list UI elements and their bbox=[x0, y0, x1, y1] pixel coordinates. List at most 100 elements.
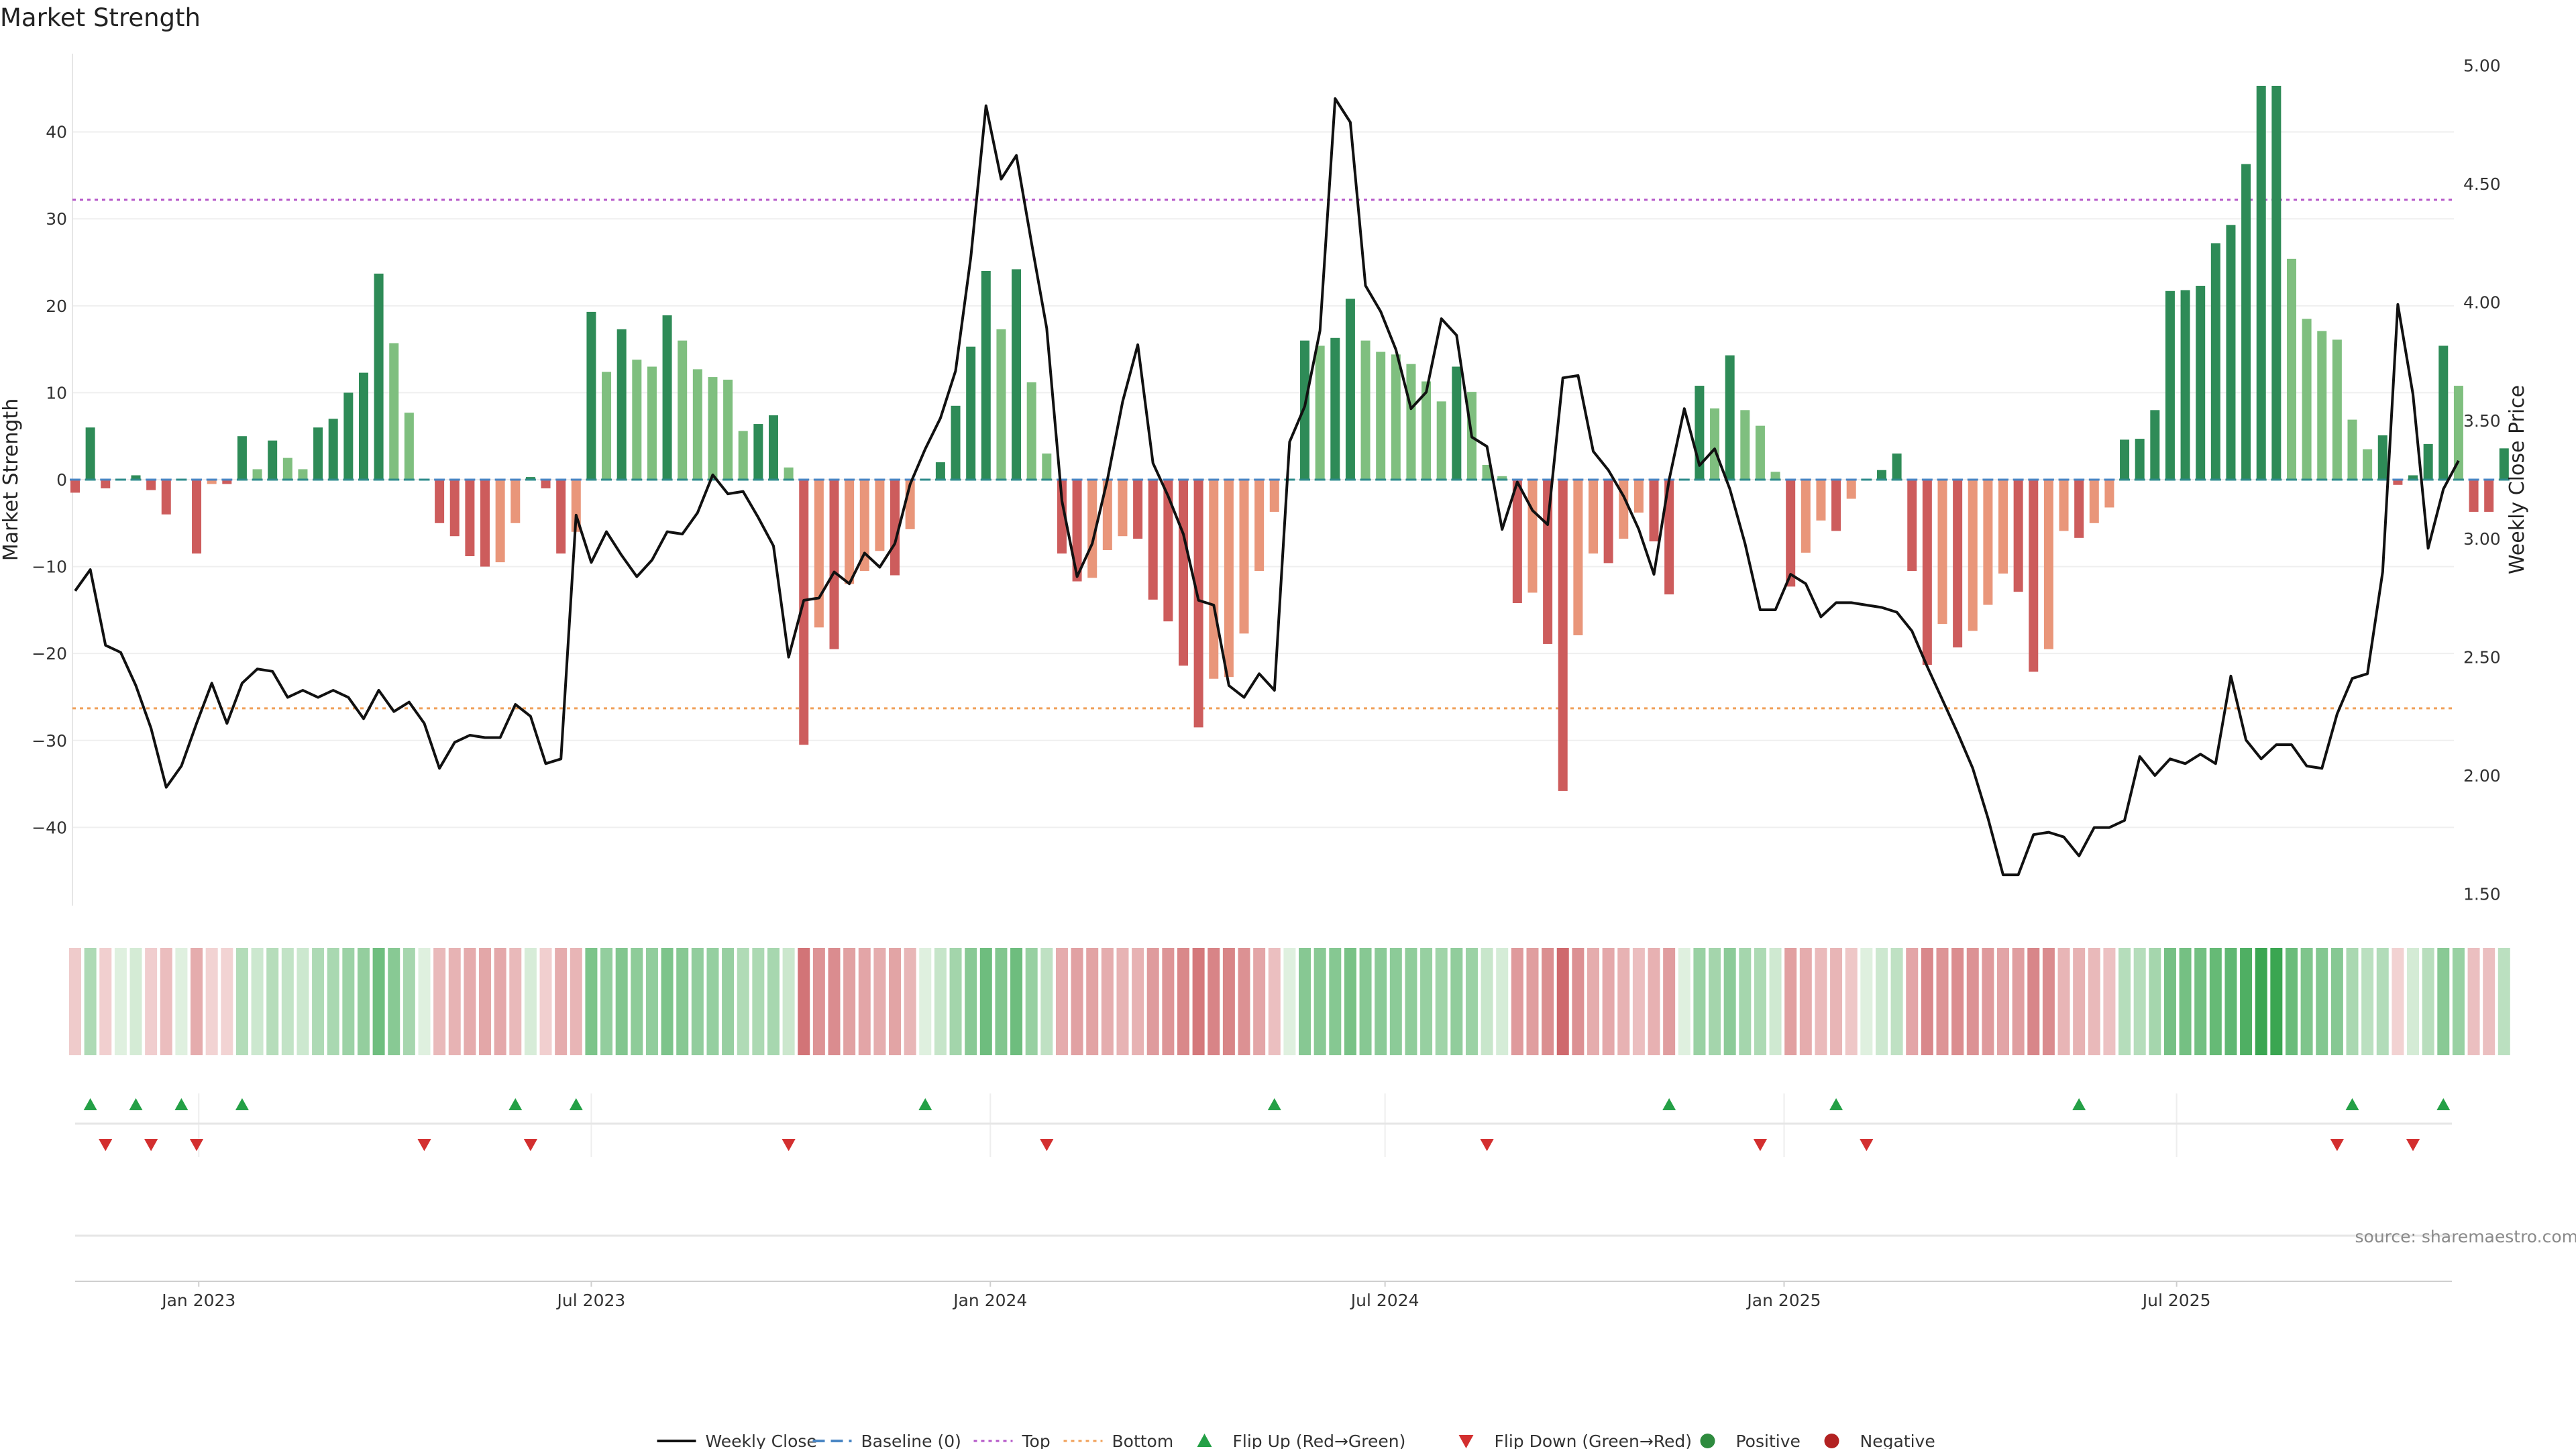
heat-cell bbox=[2224, 948, 2237, 1055]
strength-bar bbox=[647, 366, 657, 480]
strength-bar bbox=[966, 346, 976, 480]
x-tick-label: Jan 2025 bbox=[1746, 1291, 1821, 1310]
strength-bar bbox=[268, 440, 278, 480]
heat-cell bbox=[145, 948, 158, 1055]
strength-bar bbox=[859, 480, 869, 572]
heat-cell bbox=[1966, 948, 1979, 1055]
x-tick-label: Jan 2024 bbox=[952, 1291, 1027, 1310]
heat-cell bbox=[1040, 948, 1053, 1055]
strength-bar bbox=[2180, 290, 2190, 480]
legend-item: Positive bbox=[1700, 1432, 1801, 1449]
heat-cell bbox=[312, 948, 325, 1055]
strength-bar bbox=[1330, 337, 1340, 480]
heat-cell bbox=[129, 948, 142, 1055]
heat-cell bbox=[722, 948, 735, 1055]
strength-bar bbox=[1558, 480, 1568, 791]
heat-cell bbox=[1572, 948, 1585, 1055]
strength-bar bbox=[1512, 480, 1522, 604]
legend-item: Baseline (0) bbox=[812, 1432, 961, 1449]
strength-bar bbox=[1907, 480, 1917, 572]
heat-cell bbox=[1511, 948, 1523, 1055]
heat-cell bbox=[1071, 948, 1083, 1055]
strength-bar bbox=[2317, 331, 2327, 480]
strength-bar bbox=[2286, 258, 2296, 480]
heat-cell bbox=[2483, 948, 2496, 1055]
strength-bar bbox=[161, 480, 171, 515]
heat-cell bbox=[2255, 948, 2267, 1055]
heat-cell bbox=[2346, 948, 2359, 1055]
strength-bar bbox=[981, 270, 991, 480]
heat-cell bbox=[934, 948, 947, 1055]
heat-cell bbox=[114, 948, 127, 1055]
strength-bar bbox=[1345, 299, 1355, 480]
strength-bar bbox=[2241, 164, 2251, 480]
legend: Weekly Close Baseline (0) Top Bottom Flip Up… bbox=[657, 1432, 1935, 1449]
flip-up-marker bbox=[1267, 1098, 1281, 1110]
heat-cell bbox=[706, 948, 719, 1055]
strength-bar bbox=[1376, 352, 1386, 480]
strength-bar bbox=[1026, 382, 1036, 480]
strength-bar bbox=[2089, 480, 2099, 523]
heat-cell bbox=[1617, 948, 1630, 1055]
strength-bars bbox=[70, 85, 2509, 791]
strength-bar bbox=[1846, 480, 1856, 499]
heat-cell bbox=[1951, 948, 1964, 1055]
strength-bar bbox=[2074, 480, 2084, 538]
strength-bar bbox=[1239, 480, 1249, 634]
flip-up-marker bbox=[2072, 1098, 2086, 1110]
strength-bar bbox=[1664, 480, 1674, 595]
flip-down-marker bbox=[144, 1139, 158, 1151]
strength-bar bbox=[784, 467, 794, 480]
strength-bar bbox=[1087, 480, 1097, 578]
strength-bar bbox=[829, 480, 839, 649]
heat-cell bbox=[1799, 948, 1812, 1055]
right-axis-title: Weekly Close Price bbox=[2506, 385, 2529, 574]
strength-bar bbox=[2165, 290, 2175, 480]
heat-cell bbox=[2300, 948, 2313, 1055]
strength-bar bbox=[389, 343, 399, 480]
legend-swatch bbox=[1197, 1434, 1212, 1447]
strength-bar bbox=[753, 424, 763, 480]
right-tick-label: 2.00 bbox=[2463, 766, 2501, 786]
heat-cell bbox=[235, 948, 248, 1055]
strength-bar bbox=[1042, 453, 1052, 480]
heat-cell bbox=[1632, 948, 1645, 1055]
strength-bar bbox=[1953, 480, 1963, 648]
heat-cell bbox=[1420, 948, 1433, 1055]
legend-item: Flip Down (Green→Red) bbox=[1458, 1432, 1692, 1449]
strength-bar bbox=[2377, 435, 2387, 480]
flip-down-marker bbox=[1480, 1139, 1494, 1151]
heat-cell bbox=[402, 948, 415, 1055]
main-panel: −40 −30 −20 −10 0 10 20 30 40 1.50 2.00 2.50 3.00 3.… bbox=[0, 54, 2529, 906]
strength-bar bbox=[2302, 319, 2312, 480]
strength-bar bbox=[525, 477, 535, 480]
flip-down-marker bbox=[1040, 1139, 1054, 1151]
heat-cell bbox=[1253, 948, 1266, 1055]
strength-bar bbox=[951, 405, 961, 480]
strength-bar bbox=[1482, 464, 1492, 480]
heat-cell bbox=[418, 948, 431, 1055]
heat-cell bbox=[645, 948, 658, 1055]
heat-cell bbox=[1815, 948, 1827, 1055]
heat-cell bbox=[1405, 948, 1417, 1055]
left-tick-label: 40 bbox=[46, 123, 67, 142]
strength-bar bbox=[2013, 480, 2023, 592]
heat-cell bbox=[1542, 948, 1554, 1055]
strength-bar bbox=[586, 311, 596, 480]
strength-bar bbox=[616, 329, 627, 480]
legend-label: Negative bbox=[1860, 1432, 1935, 1449]
heat-cell bbox=[1648, 948, 1660, 1055]
heat-cell bbox=[1344, 948, 1356, 1055]
flip-up-marker bbox=[1662, 1098, 1676, 1110]
heat-cell bbox=[1890, 948, 1903, 1055]
flip-up-marker bbox=[2436, 1098, 2451, 1110]
strength-bar bbox=[1315, 345, 1325, 480]
heat-cell bbox=[2179, 948, 2192, 1055]
strength-bar bbox=[237, 436, 247, 480]
left-tick-label: −30 bbox=[32, 731, 67, 751]
strength-bar bbox=[1269, 480, 1279, 512]
strength-bar bbox=[495, 480, 505, 563]
strength-bar bbox=[435, 480, 445, 523]
heat-cell bbox=[281, 948, 294, 1055]
strength-bar bbox=[1178, 480, 1188, 666]
